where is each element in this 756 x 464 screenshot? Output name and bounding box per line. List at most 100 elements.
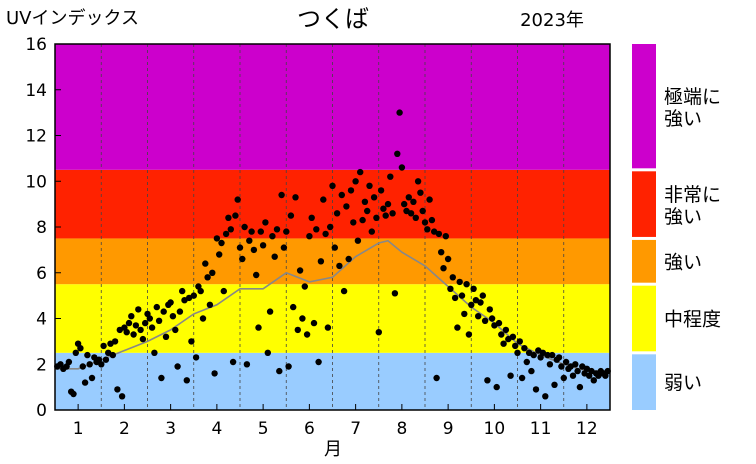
- uv-point: [514, 349, 521, 356]
- uv-point: [398, 164, 406, 171]
- uv-point: [246, 237, 253, 244]
- y-tick-label: 10: [25, 172, 47, 192]
- uv-point: [123, 329, 130, 336]
- uv-point: [327, 223, 334, 231]
- uv-point: [296, 267, 304, 274]
- year-label: 2023年: [520, 10, 584, 31]
- uv-point: [516, 338, 523, 345]
- uv-point: [495, 319, 503, 327]
- uv-point: [262, 219, 269, 226]
- uv-point: [456, 278, 463, 286]
- legend-swatch: [632, 354, 656, 410]
- uv-point: [222, 230, 230, 238]
- uv-point: [377, 187, 385, 194]
- x-axis-label: 月: [324, 439, 342, 460]
- uv-point: [368, 228, 375, 235]
- uv-point: [183, 377, 190, 384]
- uv-point: [528, 367, 535, 375]
- uv-point: [213, 235, 221, 242]
- uv-point: [192, 354, 200, 361]
- uv-point: [290, 303, 297, 311]
- uv-point: [218, 239, 225, 247]
- y-tick-label: 8: [36, 218, 47, 238]
- y-tick-label: 6: [36, 264, 47, 284]
- uv-point: [502, 326, 510, 334]
- uv-point: [380, 205, 387, 212]
- uv-point: [444, 255, 452, 263]
- uv-point: [500, 340, 507, 347]
- uv-point: [287, 212, 295, 219]
- legend-label: 中程度: [664, 309, 721, 331]
- uv-point: [338, 191, 345, 199]
- uv-point: [211, 370, 218, 377]
- uv-point: [111, 338, 119, 345]
- uv-point: [155, 317, 163, 324]
- uv-point: [179, 287, 186, 295]
- uv-point: [70, 390, 77, 398]
- uv-point: [278, 191, 285, 199]
- uv-point: [72, 349, 80, 356]
- x-tick-label: 9: [443, 419, 454, 439]
- uv-point: [241, 223, 248, 231]
- uv-point: [125, 319, 133, 327]
- uv-point: [259, 242, 267, 249]
- y-tick-label: 0: [36, 401, 47, 421]
- uv-point: [276, 367, 283, 375]
- y-axis-ticks: 0 2 4 6 8 10 12 14 16: [25, 35, 61, 421]
- uv-point: [345, 255, 352, 263]
- uv-point: [426, 196, 433, 203]
- uv-point: [197, 287, 204, 295]
- uv-point: [169, 313, 177, 320]
- uv-point: [137, 326, 144, 334]
- uv-point: [350, 219, 357, 226]
- uv-point: [576, 383, 584, 391]
- uv-point: [477, 299, 484, 306]
- uv-point: [176, 308, 184, 315]
- uv-point: [451, 294, 459, 302]
- uv-point: [151, 349, 158, 356]
- uv-point: [521, 345, 528, 352]
- uv-point: [347, 187, 355, 194]
- uv-point: [364, 207, 371, 215]
- uv-point: [359, 216, 366, 224]
- uv-point: [234, 196, 241, 203]
- uv-point: [470, 285, 477, 292]
- uv-point: [468, 301, 475, 308]
- uv-point: [530, 351, 537, 359]
- uv-point: [401, 200, 408, 208]
- uv-point: [135, 306, 142, 313]
- uv-point: [77, 345, 84, 352]
- uv-point: [148, 324, 156, 331]
- uv-point: [313, 226, 320, 233]
- uv-point: [102, 356, 110, 363]
- uv-point: [167, 299, 174, 306]
- uv-point: [79, 363, 87, 370]
- uv-point: [435, 230, 443, 238]
- uv-point: [352, 178, 359, 185]
- uv-point: [405, 194, 412, 201]
- uv-point: [162, 333, 170, 340]
- chart-title: つくば: [297, 5, 369, 33]
- x-tick-label: 2: [119, 419, 130, 439]
- uv-point: [340, 287, 348, 295]
- x-tick-label: 8: [396, 419, 407, 439]
- uv-point: [375, 329, 382, 336]
- uv-point: [227, 226, 234, 233]
- uv-point: [285, 363, 292, 370]
- uv-point: [484, 377, 491, 384]
- uv-point: [114, 386, 121, 393]
- uv-point: [417, 189, 424, 196]
- uv-point: [142, 319, 149, 327]
- uv-point: [232, 212, 239, 219]
- uv-point: [549, 351, 556, 359]
- uv-point: [461, 310, 468, 318]
- uv-point: [419, 207, 426, 215]
- x-tick-label: 10: [484, 419, 506, 439]
- uv-point: [306, 233, 313, 240]
- uv-point: [574, 367, 581, 375]
- uv-point: [421, 219, 429, 226]
- x-tick-label: 3: [165, 419, 176, 439]
- uv-point: [447, 285, 454, 292]
- uv-point: [493, 383, 500, 391]
- legend-label: 強い: [664, 251, 702, 273]
